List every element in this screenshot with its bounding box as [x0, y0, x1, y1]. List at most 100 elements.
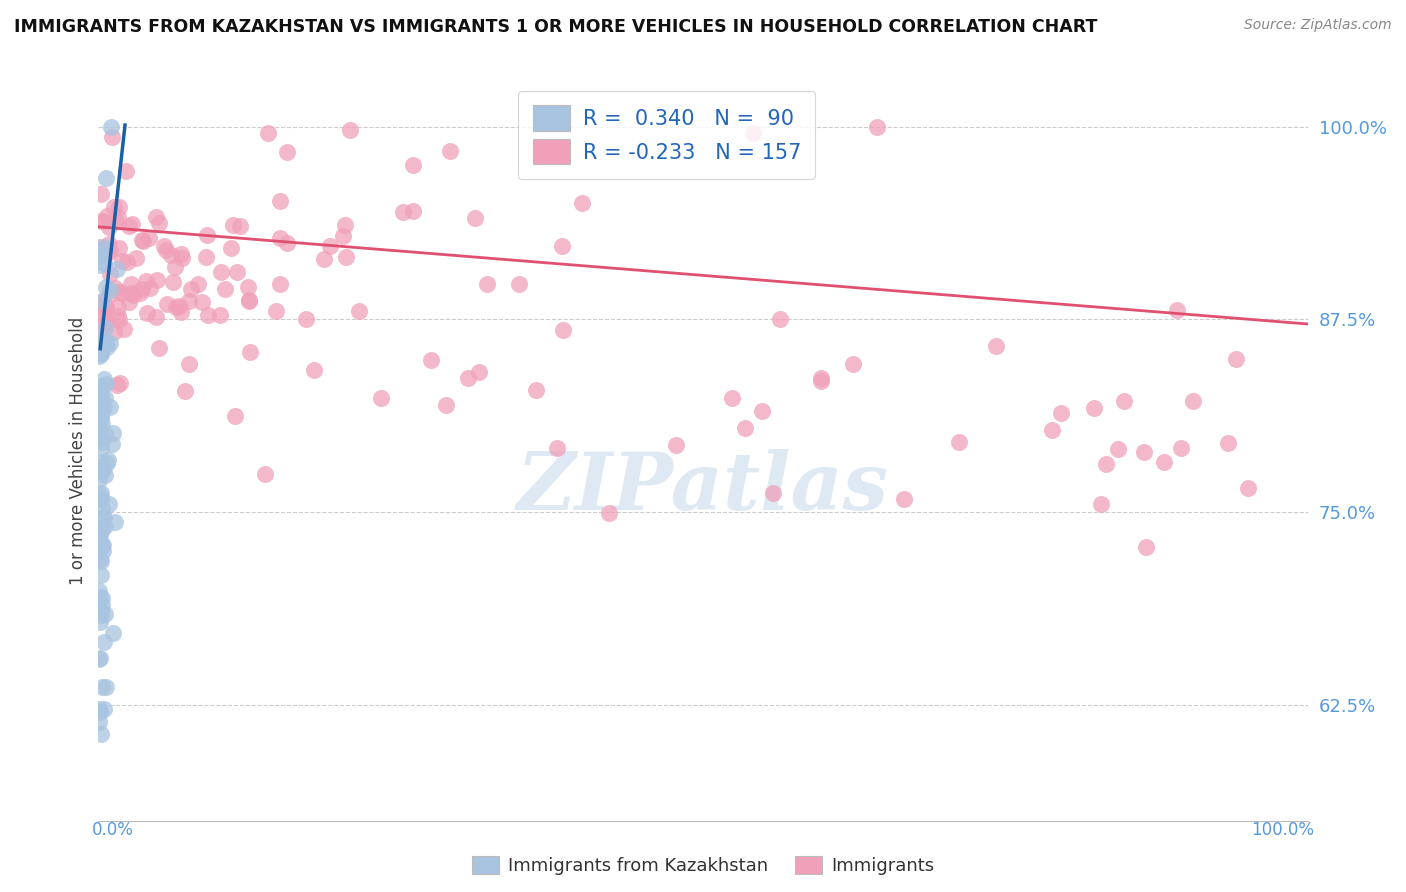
Point: [90, 486, 112, 500]
Point: [391, 204, 413, 219]
Point: [90, 554, 112, 568]
Point: [90, 726, 112, 740]
Point: [91, 463, 114, 477]
Point: [139, 281, 162, 295]
Point: [148, 342, 170, 356]
Point: [89, 705, 111, 719]
Legend: R =  0.340   N =  90, R = -0.233   N = 157: R = 0.340 N = 90, R = -0.233 N = 157: [517, 91, 815, 179]
Point: [93, 509, 115, 524]
Point: [91, 599, 114, 613]
Point: [93, 299, 115, 313]
Point: [239, 344, 262, 359]
Point: [256, 126, 278, 140]
Point: [90, 568, 112, 582]
Point: [96, 315, 118, 329]
Point: [467, 365, 489, 379]
Point: [87, 584, 110, 599]
Point: [115, 164, 138, 178]
Point: [91, 510, 114, 524]
Point: [866, 120, 889, 134]
Point: [94, 468, 117, 483]
Point: [122, 288, 145, 302]
Point: [117, 295, 139, 310]
Point: [986, 339, 1008, 353]
Point: [1133, 445, 1156, 459]
Point: [93, 309, 115, 323]
Point: [105, 213, 128, 227]
Point: [1181, 393, 1204, 408]
Point: [101, 436, 124, 450]
Point: [90, 455, 112, 469]
Point: [93, 635, 115, 649]
Point: [98, 219, 121, 234]
Point: [165, 300, 187, 314]
Point: [1114, 393, 1136, 408]
Point: [91, 404, 114, 418]
Point: [90, 389, 112, 403]
Point: [91, 459, 114, 474]
Point: [103, 625, 125, 640]
Point: [761, 486, 783, 500]
Point: [105, 262, 128, 277]
Point: [1225, 352, 1247, 367]
Point: [219, 242, 242, 256]
Point: [101, 129, 124, 144]
Point: [108, 285, 131, 299]
Point: [97, 246, 120, 260]
Point: [1170, 441, 1192, 455]
Point: [90, 525, 112, 540]
Point: [103, 325, 125, 339]
Point: [439, 145, 461, 159]
Point: [94, 518, 117, 533]
Point: [162, 276, 184, 290]
Point: [197, 309, 219, 323]
Point: [194, 250, 217, 264]
Point: [108, 313, 131, 327]
Point: [132, 234, 155, 248]
Point: [457, 371, 479, 385]
Point: [464, 211, 486, 226]
Point: [107, 211, 129, 225]
Point: [1094, 458, 1116, 472]
Point: [104, 281, 127, 295]
Point: [314, 252, 336, 266]
Point: [90, 409, 112, 423]
Point: [146, 272, 169, 286]
Point: [89, 464, 111, 478]
Point: [269, 231, 291, 245]
Point: [87, 473, 110, 487]
Point: [304, 363, 326, 377]
Point: [93, 372, 115, 386]
Point: [135, 274, 157, 288]
Point: [120, 286, 142, 301]
Point: [155, 297, 177, 311]
Point: [100, 120, 122, 134]
Point: [225, 265, 247, 279]
Point: [170, 305, 193, 319]
Point: [214, 282, 236, 296]
Point: [96, 340, 118, 354]
Point: [94, 391, 117, 405]
Point: [191, 294, 214, 309]
Point: [177, 357, 200, 371]
Point: [138, 231, 160, 245]
Point: [91, 522, 114, 536]
Point: [163, 260, 186, 274]
Point: [93, 400, 115, 414]
Point: [402, 204, 425, 219]
Point: [319, 239, 342, 253]
Point: [110, 285, 132, 300]
Point: [107, 200, 129, 214]
Point: [108, 241, 131, 255]
Point: [98, 267, 121, 281]
Point: [254, 467, 277, 481]
Point: [93, 427, 115, 442]
Text: 100.0%: 100.0%: [1250, 821, 1313, 838]
Point: [810, 375, 832, 389]
Point: [89, 615, 111, 630]
Point: [721, 392, 744, 406]
Point: [131, 282, 153, 296]
Point: [94, 311, 117, 326]
Point: [170, 247, 193, 261]
Point: [948, 435, 970, 450]
